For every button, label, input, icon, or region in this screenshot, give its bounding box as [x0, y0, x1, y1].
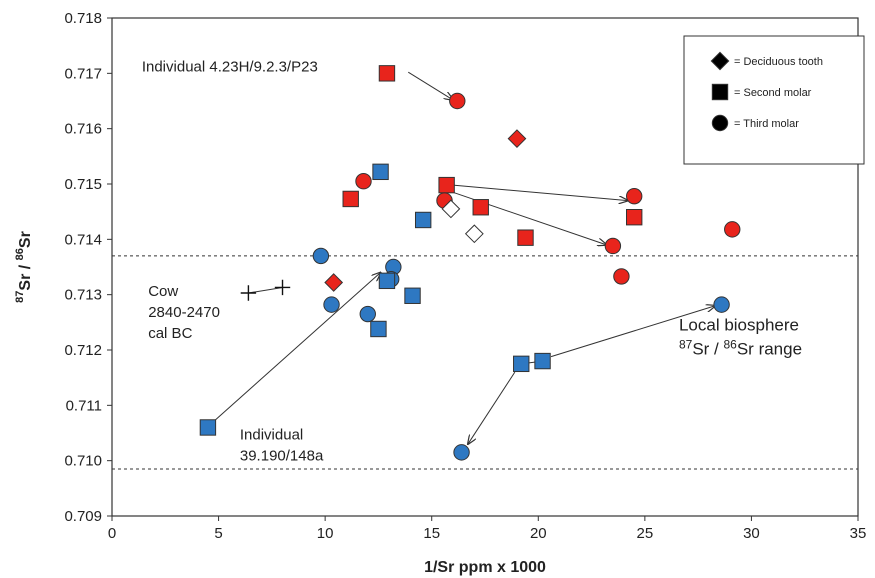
data-point-circle — [312, 247, 330, 265]
y-tick-label: 0.712 — [64, 342, 102, 359]
data-point-circle — [449, 92, 466, 110]
data-point-cross — [274, 279, 291, 296]
y-tick-label: 0.718 — [64, 10, 102, 27]
annotation: Individual 39.190/148a — [240, 427, 324, 465]
annotations: Individual 4.23H/9.2.3/P23 Cow 2840-2470 ca… — [142, 59, 324, 465]
x-tick-label: 15 — [423, 525, 440, 542]
x-tick-label: 25 — [637, 525, 654, 542]
x-tick-label: 20 — [530, 525, 547, 542]
data-point-cross — [240, 285, 257, 301]
x-tick-label: 35 — [850, 525, 867, 542]
data-point-circle — [359, 305, 376, 323]
y-tick-label: 0.711 — [66, 397, 102, 414]
data-point-circle — [613, 268, 630, 285]
local-biosphere-label: Local biosphere 87Sr / 86Sr range — [679, 316, 802, 359]
legend-label: = Third molar — [734, 118, 799, 130]
data-point-square — [626, 209, 643, 226]
annotation: Individual 4.23H/9.2.3/P23 — [142, 59, 318, 76]
data-point-square — [517, 229, 534, 246]
x-tick-label: 0 — [108, 525, 116, 542]
legend-label: = Second molar — [734, 87, 812, 99]
connector-arrow — [408, 71, 453, 100]
data-point-square — [372, 163, 389, 181]
data-point-square — [378, 65, 396, 82]
y-axis-ticks: 0.709 0.710 0.711 0.712 0.713 0.714 0.715 0.716… — [64, 10, 112, 525]
data-point-square — [711, 83, 729, 101]
y-tick-label: 0.717 — [64, 65, 102, 82]
annotation-line: Individual 4.23H/9.2.3/P23 — [142, 59, 318, 76]
x-tick-label: 10 — [317, 525, 334, 542]
data-point-square — [378, 272, 396, 290]
connector-arrow — [550, 306, 715, 358]
range-label-sup2: 86 — [723, 338, 737, 352]
data-point-square — [438, 176, 455, 194]
x-axis-ticks: 0 5 10 15 20 25 30 35 — [108, 516, 867, 542]
data-point-circle — [453, 444, 470, 461]
y-tick-label: 0.713 — [64, 287, 102, 304]
data-point-circle — [713, 296, 730, 313]
data-point-diamond — [464, 224, 484, 244]
x-tick-label: 5 — [214, 525, 222, 542]
reference-lines — [112, 255, 858, 470]
data-points — [199, 65, 741, 461]
range-label-sup1: 87 — [679, 338, 693, 352]
data-point-square — [534, 352, 551, 370]
data-point-diamond — [507, 129, 527, 149]
data-point-diamond — [324, 273, 344, 292]
data-point-circle — [711, 114, 729, 132]
data-point-circle — [626, 187, 643, 205]
y-axis-title-sup2: 86 — [14, 248, 26, 260]
legend: = Deciduous tooth = Second molar = Third m… — [683, 35, 865, 165]
data-point-square — [414, 211, 432, 229]
data-point-square — [513, 355, 530, 373]
annotation: Cow 2840-2470 cal BC — [148, 283, 220, 342]
y-axis-title: 87Sr / 86Sr — [14, 231, 34, 303]
y-tick-label: 0.716 — [64, 121, 102, 138]
data-point-square — [472, 199, 489, 216]
data-point-square — [404, 287, 421, 304]
range-label-mid: Sr / — [692, 340, 723, 359]
x-tick-label: 30 — [743, 525, 760, 542]
range-label-end: Sr range — [737, 340, 802, 359]
annotation-line: 39.190/148a — [240, 448, 324, 465]
data-point-circle — [323, 296, 340, 313]
data-point-square — [199, 419, 217, 436]
legend-label: = Deciduous tooth — [734, 56, 823, 68]
range-label-line1: Local biosphere — [679, 316, 799, 335]
annotation-line: Individual — [240, 427, 303, 444]
range-label-line2: 87Sr / 86Sr range — [679, 338, 802, 359]
connector-arrow — [452, 184, 628, 200]
annotation-line: Cow — [148, 283, 178, 300]
y-axis-title-sup1: 87 — [14, 291, 26, 303]
data-point-circle — [355, 173, 372, 190]
connector-line — [248, 286, 283, 294]
y-axis-title-end: Sr — [17, 231, 34, 248]
y-tick-label: 0.710 — [64, 453, 102, 470]
connector-arrow — [213, 273, 380, 422]
data-point-diamond — [710, 51, 730, 71]
data-point-circle — [724, 221, 741, 238]
x-axis-title: 1/Sr ppm x 1000 — [424, 559, 546, 576]
y-axis-title-mid: Sr / — [17, 260, 34, 290]
annotation-line: cal BC — [148, 325, 192, 342]
data-point-circle — [604, 237, 622, 255]
data-point-square — [370, 320, 387, 338]
connector-arrow — [468, 371, 516, 444]
y-tick-label: 0.714 — [64, 231, 102, 248]
data-point-square — [342, 190, 359, 208]
y-tick-label: 0.715 — [64, 176, 102, 193]
annotation-line: 2840-2470 — [148, 304, 220, 321]
connector-arrows — [213, 71, 715, 444]
data-point-diamond — [441, 199, 461, 219]
y-tick-label: 0.709 — [64, 508, 102, 525]
